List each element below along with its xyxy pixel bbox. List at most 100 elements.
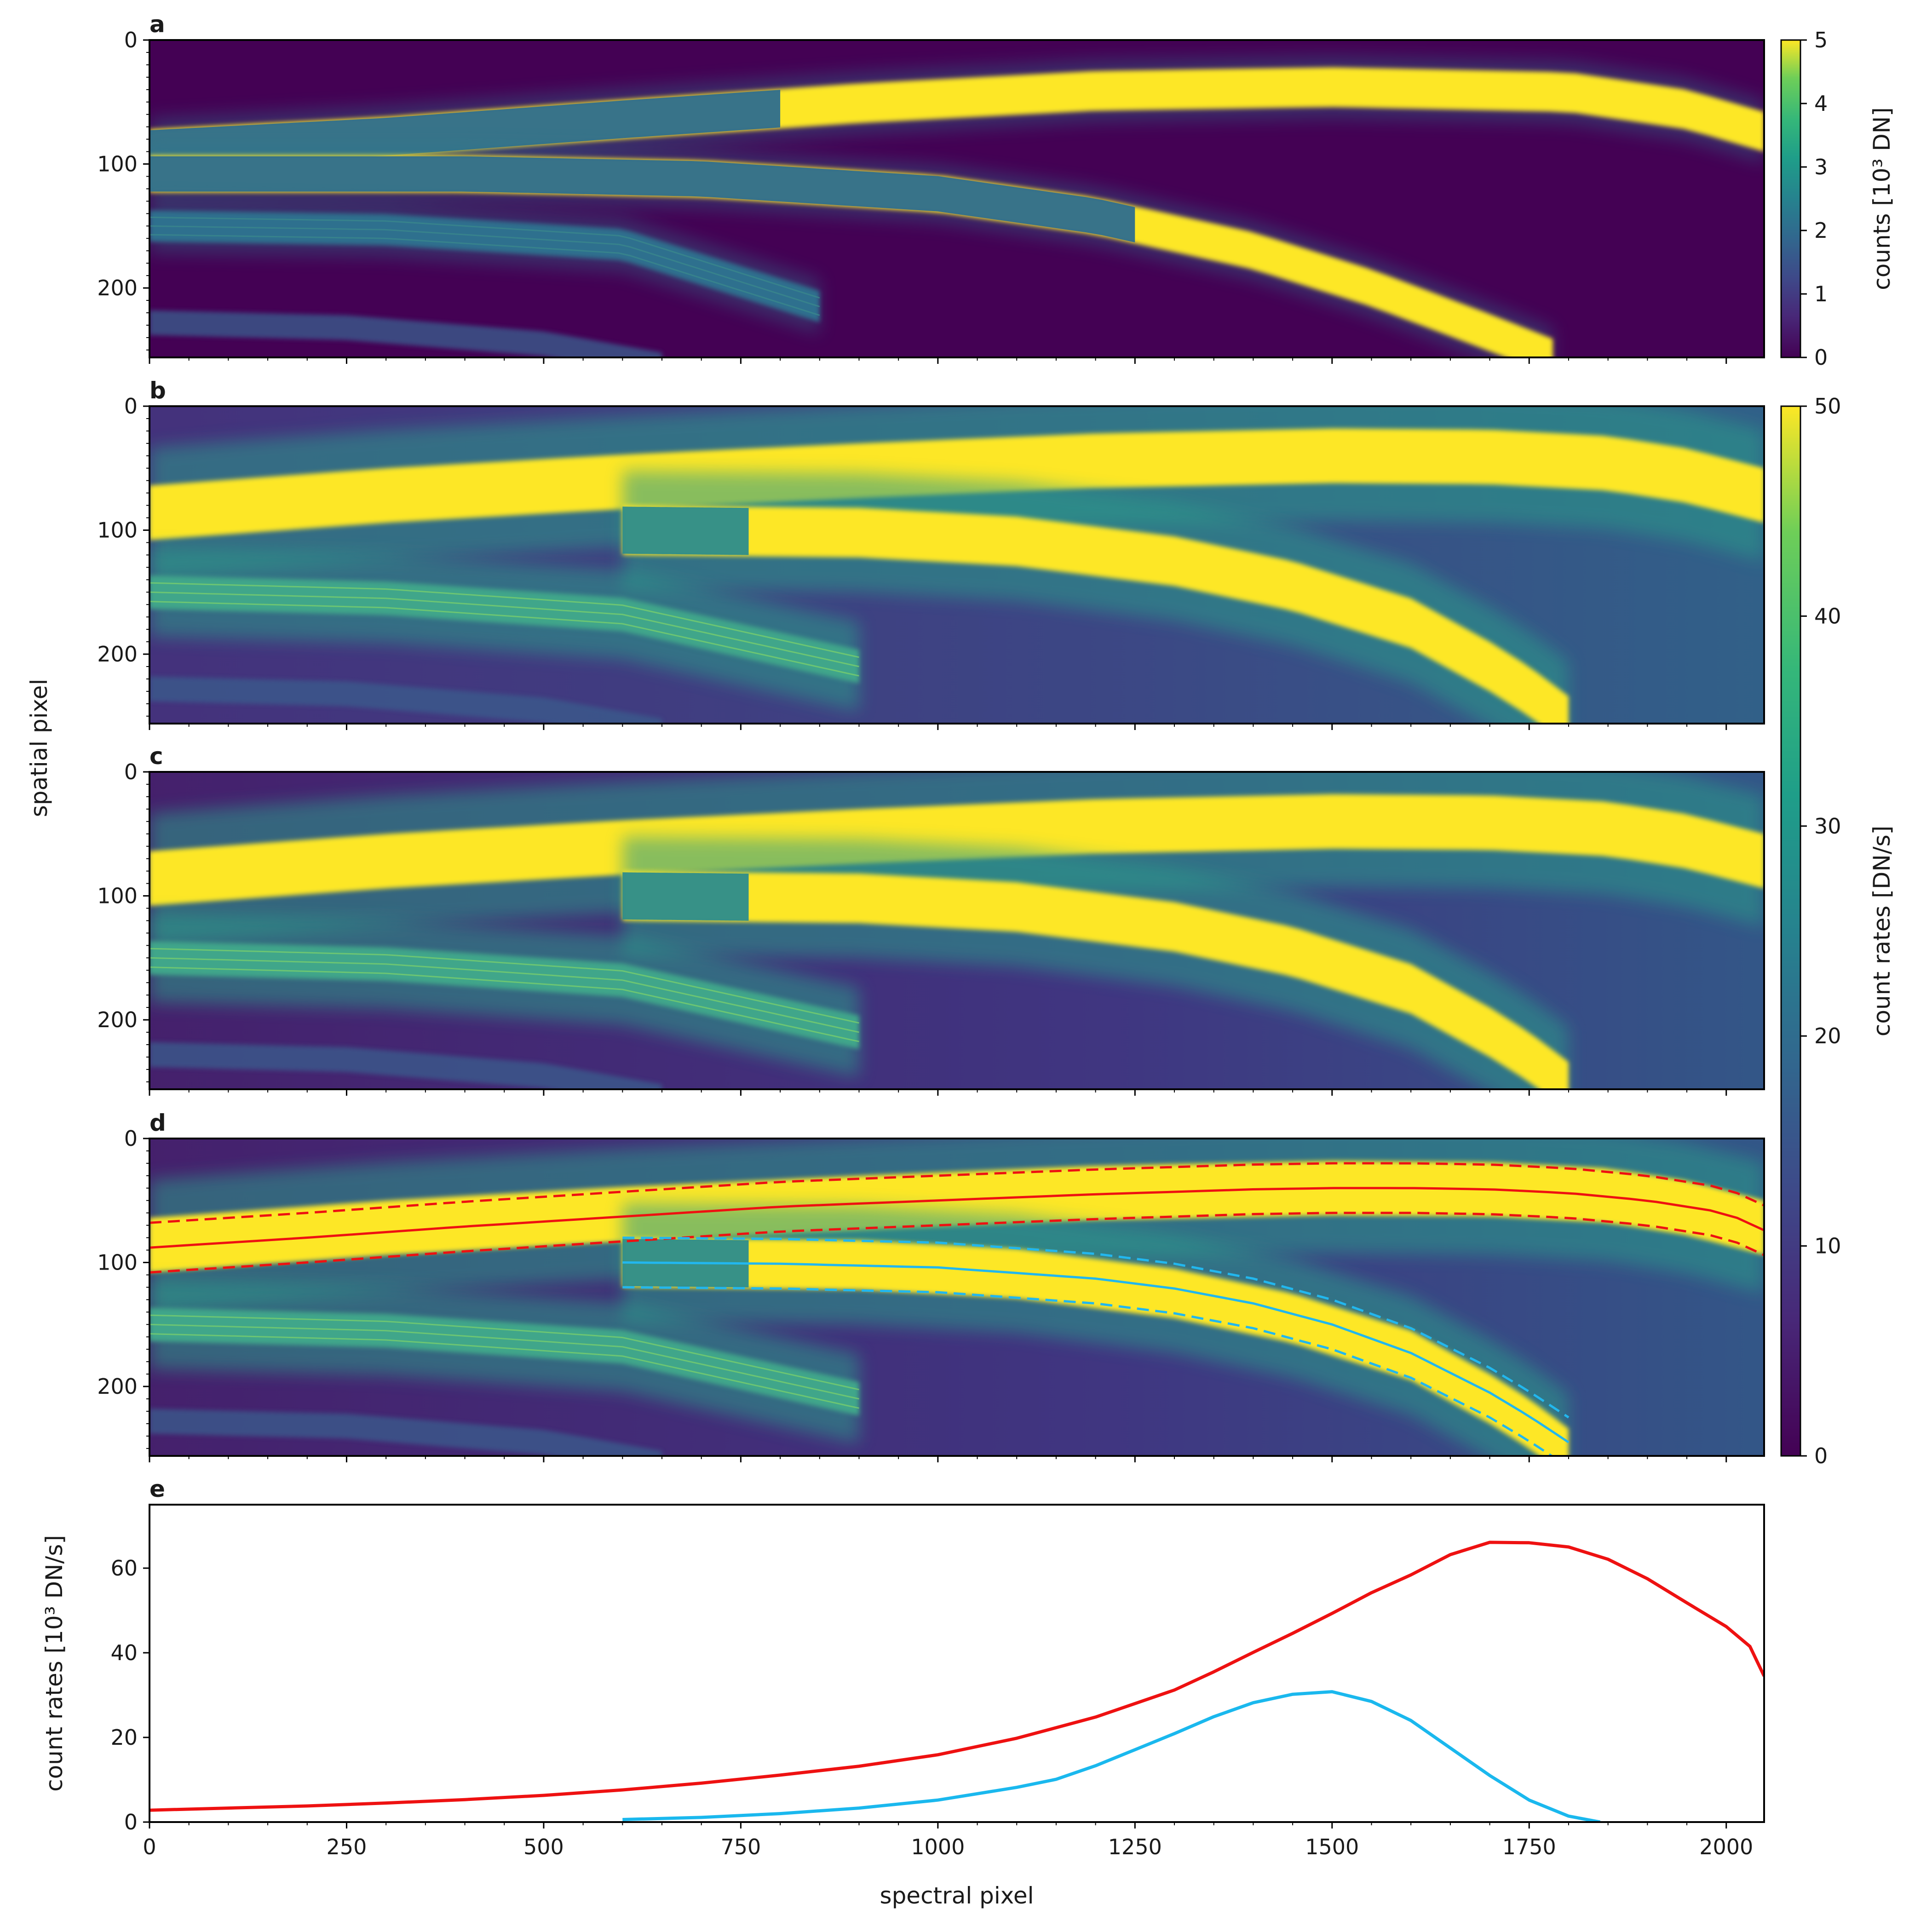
panel-a-order-3-striation-1 [150,216,820,299]
panel-e-x-tick-label: 1000 [911,1834,965,1859]
panel-a-order-2-tail [150,156,1135,242]
panel-a-y-axis: 0 100 200 [97,28,150,351]
colorbar-a-tick-label: 1 [1814,282,1828,306]
panel-c-y-tick-label: 0 [124,759,138,784]
panel-d-overlay-1-upper-bound [150,1162,1764,1224]
panel-e-x-axis: 0 250 500 750 1000 1250 1500 1750 2000 [143,1822,1753,1859]
panel-d-y-axis: 0 100 200 [97,1126,150,1449]
panel-b-order-3-striation-1 [150,582,859,658]
panel-c-letter: c [150,743,163,770]
panel-b-y-tick-label: 200 [97,642,138,667]
panel-a-order-4-band [150,310,662,357]
colorbar-a-tick-label: 0 [1814,345,1828,370]
panel-a-y-tick-label: 100 [97,152,138,177]
panel-e-background [150,1505,1764,1822]
panel-d-order-3-striation-1 [150,1314,859,1391]
panel-d-overlay-1-center-line [150,1187,1764,1249]
colorbar-bcd-tick-label: 10 [1814,1234,1841,1259]
panel-b-frame [149,405,1765,724]
panel-d-order-3-striation-3 [150,1333,859,1409]
panel-a-order-2-halo [150,144,1553,357]
panel-e: 0 20 40 60 0 250 500 750 1000 1250 1500 1750 2000 e… [41,1476,1765,1909]
panel-d-frame [149,1138,1765,1457]
panel-e-x-tick-label: 1500 [1305,1834,1359,1859]
colorbar-a: 0 1 2 3 4 5 counts [10³ DN] [1780,28,1895,370]
colorbar-bcd-label: count rates [DN/s] [1869,826,1895,1036]
panel-a-frame [149,39,1765,358]
panel-a: 0 100 200 a [97,11,1765,364]
panel-e-x-tick-label: 1750 [1502,1834,1556,1859]
panel-b-order-2-tail [622,506,749,555]
panel-e-y-axis: 0 20 40 60 [110,1556,150,1834]
panel-c-x-ticks [149,1089,1727,1096]
panel-a-letter: a [150,11,165,38]
panel-c-image [150,772,1764,1089]
panel-c-order-2-tail [622,872,749,921]
panel-d: 0 100 200 d [97,1110,1765,1462]
colorbar-a-tick-label: 3 [1814,155,1828,179]
colorbar-bcd-tick-label: 40 [1814,604,1841,628]
colorbar-a-gradient [1780,39,1801,358]
panel-c-order-3-striation-2 [150,957,859,1033]
panel-a-order-1-band [150,67,1764,169]
panel-c-y-tick-label: 100 [97,884,138,908]
panel-d-order-4-band [150,1409,662,1456]
panel-d-overlay-2-upper-bound [622,1236,1570,1419]
panel-c-y-axis: 0 100 200 [97,759,150,1082]
panel-e-frame [149,1504,1765,1823]
panel-d-order-3-striation-2 [150,1323,859,1400]
colorbar-a-ticks: 0 1 2 3 4 5 [1800,28,1828,370]
panel-b-letter: b [150,377,166,404]
panel-e-x-label: spectral pixel [880,1882,1034,1909]
panel-c-order-4-band [150,1042,662,1089]
panel-e-lines [150,1541,1764,1822]
colorbar-a-tick-label: 5 [1814,28,1828,52]
colorbar-bcd: 0 10 20 30 40 50 count rates [DN/s] [1780,394,1895,1468]
colorbar-a-tick-label: 4 [1814,91,1828,116]
panel-d-x-ticks [149,1456,1727,1462]
panel-c: 0 100 200 c [97,743,1765,1096]
panel-b-image [150,406,1764,724]
panel-b-y-tick-label: 0 [124,394,138,419]
panel-b-y-axis: 0 100 200 [97,394,150,717]
panel-a-y-tick-label: 200 [97,276,138,300]
panel-c-order-3-striation-3 [150,966,859,1042]
panel-e-x-tick-label: 500 [523,1834,564,1859]
panel-e-y-label: count rates [10³ DN/s] [41,1535,68,1792]
panel-d-y-tick-label: 200 [97,1374,138,1399]
panel-d-overlay-1-lower-bound [150,1212,1764,1274]
colorbar-bcd-tick-label: 50 [1814,394,1841,419]
panel-c-order-3-band [150,941,859,1049]
colorbar-bcd-tick-label: 30 [1814,814,1841,839]
panel-b-order-3-band [150,575,859,684]
panel-e-x-tick-label: 2000 [1699,1834,1753,1859]
panel-d-overlay-2-lower-bound [622,1286,1554,1456]
panel-e-y-tick-label: 60 [110,1556,138,1581]
panel-b-order-4-band [150,676,662,724]
panel-c-y-tick-label: 200 [97,1007,138,1032]
panel-a-order-3-striation-3 [150,234,820,316]
colorbar-bcd-tick-label: 20 [1814,1024,1841,1048]
panel-d-y-tick-label: 100 [97,1250,138,1275]
panel-b-x-ticks [149,724,1727,730]
panel-a-image [150,55,1764,357]
colorbar-bcd-tick-label: 0 [1814,1443,1828,1468]
panel-a-order-3-band [150,210,820,322]
panel-e-x-tick-label: 250 [327,1834,367,1859]
panel-e-x-tick-label: 0 [143,1834,156,1859]
panel-b: 0 100 200 b [97,377,1765,730]
panel-e-x-tick-label: 750 [720,1834,761,1859]
panel-d-letter: d [150,1110,166,1136]
panel-e-y-tick-label: 40 [110,1640,138,1665]
colorbar-bcd-gradient [1780,405,1801,1457]
panel-d-trace-overlays [150,1162,1764,1456]
colorbar-bcd-ticks: 0 10 20 30 40 50 [1800,394,1841,1468]
colorbar-a-tick-label: 2 [1814,218,1828,243]
panel-a-y-tick-label: 0 [124,28,138,52]
panel-e-series-1-line [150,1541,1764,1812]
panel-e-letter: e [150,1476,165,1502]
panel-e-y-tick-label: 20 [110,1725,138,1750]
panel-d-image [150,1138,1764,1456]
panel-e-y-tick-label: 0 [124,1810,138,1834]
